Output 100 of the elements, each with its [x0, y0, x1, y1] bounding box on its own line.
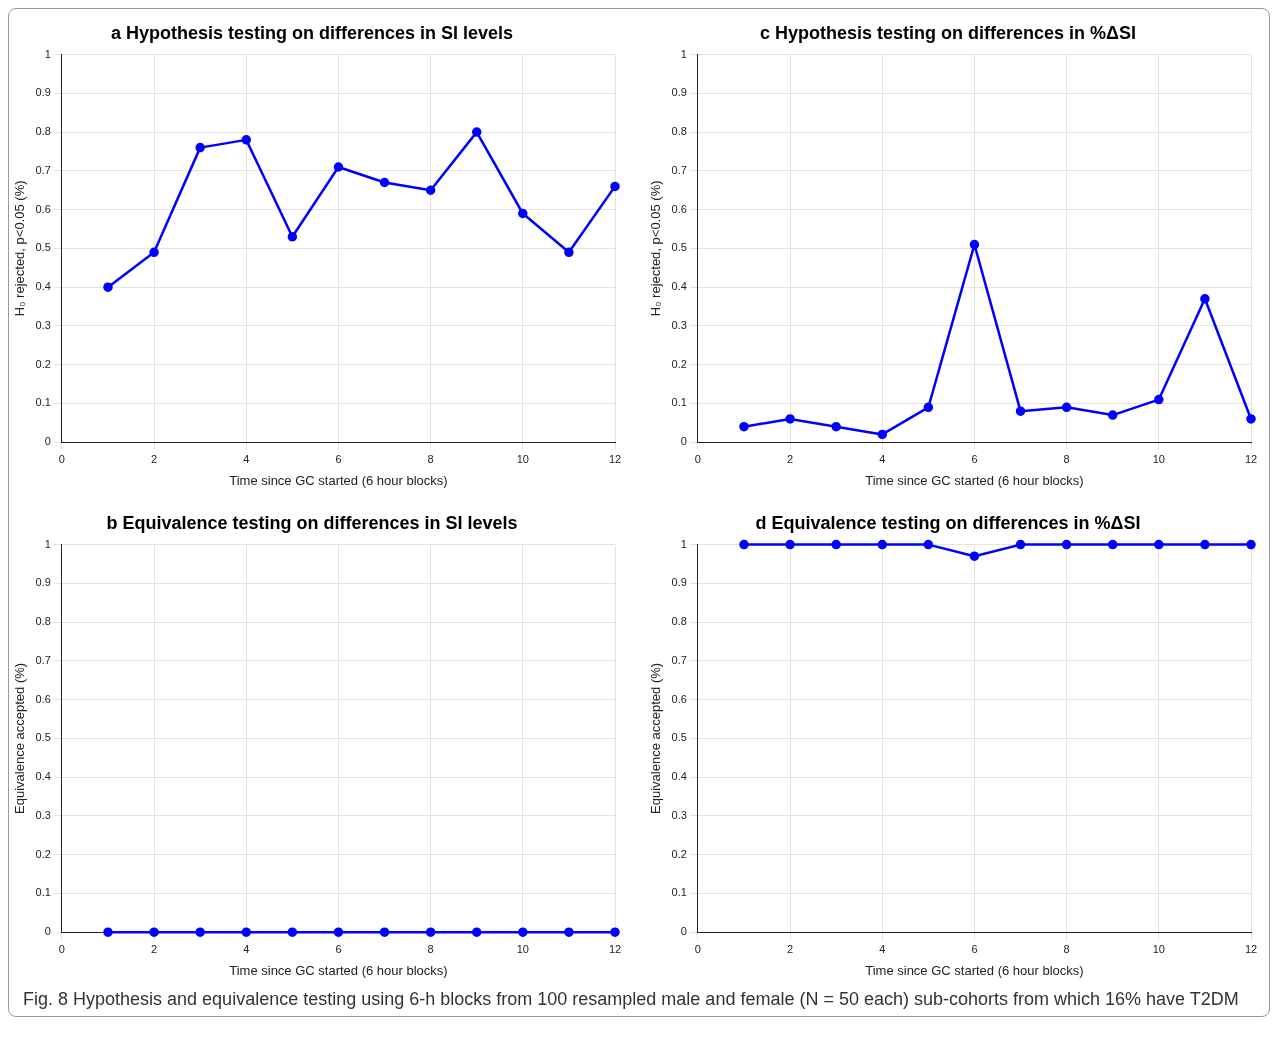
y-tick-label: 0.5 — [35, 731, 51, 744]
x-tick-label: 0 — [694, 942, 701, 955]
y-tick-label: 0.4 — [671, 770, 687, 783]
y-tick-label: 0.7 — [671, 653, 687, 666]
chart-title: a Hypothesis testing on differences in SI levels — [110, 22, 514, 43]
y-tick-label: 0.8 — [671, 615, 687, 628]
x-tick-label: 10 — [516, 452, 529, 465]
y-tick-label: 0.6 — [35, 202, 51, 215]
y-tick-label: 0.7 — [35, 163, 51, 176]
point — [785, 414, 795, 424]
y-tick-label: 0.9 — [35, 86, 51, 99]
y-axis-title: Equivalence accepted (%) — [648, 662, 664, 814]
y-tick-label: 0.6 — [671, 202, 687, 215]
x-tick-label: 2 — [151, 942, 158, 955]
y-tick-label: 0.4 — [35, 770, 51, 783]
y-tick-label: 0.1 — [35, 886, 51, 899]
y-tick-label: 0 — [680, 925, 687, 938]
point — [1107, 410, 1118, 420]
point — [1246, 414, 1256, 424]
point — [425, 185, 436, 196]
point — [195, 142, 205, 153]
y-tick-label: 0.1 — [671, 396, 687, 409]
y-tick-label: 0.2 — [35, 847, 51, 860]
point — [1061, 402, 1072, 413]
point — [287, 232, 298, 242]
x-axis-title: Time since GC started (6 hour blocks) — [865, 962, 1084, 978]
x-tick-label: 2 — [787, 452, 794, 465]
point — [831, 421, 841, 432]
y-tick-label: 0.6 — [671, 692, 687, 705]
x-tick-label: 8 — [1063, 942, 1070, 955]
y-tick-label: 0.5 — [671, 241, 687, 254]
point — [923, 402, 934, 413]
x-axis-title: Time since GC started (6 hour blocks) — [865, 472, 1084, 488]
x-tick-label: 10 — [1152, 942, 1165, 955]
x-tick-label: 10 — [516, 942, 529, 955]
chart-title: d Equivalence testing on differences in %ΔSI — [755, 512, 1141, 533]
x-tick-label: 6 — [971, 942, 978, 955]
y-tick-label: 0.2 — [671, 357, 687, 370]
point — [518, 208, 528, 219]
y-tick-label: 0.5 — [35, 241, 51, 254]
y-axis-title: Equivalence accepted (%) — [12, 662, 28, 814]
x-tick-label: 4 — [879, 452, 886, 465]
y-axis-title: H₀ rejected, p<0.05 (%) — [648, 180, 664, 317]
point — [103, 282, 113, 292]
x-tick-label: 12 — [608, 452, 622, 465]
x-tick-label: 6 — [971, 452, 978, 465]
y-tick-label: 0.7 — [671, 163, 687, 176]
x-tick-label: 4 — [243, 452, 250, 465]
point — [471, 127, 482, 137]
y-tick-label: 1 — [44, 537, 51, 550]
y-tick-label: 0.4 — [35, 280, 51, 293]
point — [1154, 394, 1164, 405]
point — [241, 135, 252, 145]
y-tick-label: 0.4 — [671, 280, 687, 293]
chart-title: c Hypothesis testing on differences in %ΔSI — [759, 22, 1137, 43]
x-tick-label: 4 — [879, 942, 886, 955]
point — [969, 239, 980, 250]
y-tick-label: 0 — [44, 435, 51, 448]
x-tick-label: 2 — [787, 942, 794, 955]
x-tick-label: 8 — [427, 452, 434, 465]
x-tick-label: 0 — [58, 942, 65, 955]
y-tick-label: 0.5 — [671, 731, 687, 744]
x-axis-title: Time since GC started (6 hour blocks) — [229, 472, 448, 488]
x-tick-label: 12 — [608, 942, 622, 955]
point — [1200, 294, 1210, 304]
y-tick-label: 0.2 — [35, 357, 51, 370]
x-tick-label: 10 — [1152, 452, 1165, 465]
x-tick-label: 2 — [151, 452, 158, 465]
y-tick-label: 0 — [680, 435, 687, 448]
y-tick-label: 0.6 — [35, 692, 51, 705]
x-tick-label: 0 — [58, 452, 65, 465]
x-tick-label: 8 — [1063, 452, 1070, 465]
y-tick-label: 0.8 — [35, 125, 51, 138]
y-tick-label: 0.8 — [35, 615, 51, 628]
y-tick-label: 0.3 — [671, 318, 687, 331]
point — [379, 177, 390, 188]
y-tick-label: 0.3 — [35, 808, 51, 821]
point — [1015, 406, 1026, 416]
y-tick-label: 0.9 — [671, 576, 687, 589]
y-tick-label: 1 — [44, 47, 51, 60]
y-tick-label: 0.8 — [671, 125, 687, 138]
y-tick-label: 1 — [680, 537, 687, 550]
y-tick-label: 0.1 — [671, 886, 687, 899]
caption: Fig. 8 Hypothesis and equivalence testing using 6-h blocks from 100 resampled male and female (N = 50 each) sub-cohorts from which 16% have T2DM — [22, 988, 1240, 1010]
y-tick-label: 0.2 — [671, 847, 687, 860]
x-tick-label: 8 — [427, 942, 434, 955]
point — [149, 247, 159, 258]
point — [333, 162, 344, 172]
x-tick-label: 4 — [243, 942, 250, 955]
y-tick-label: 0.1 — [35, 396, 51, 409]
point — [564, 247, 574, 258]
x-tick-label: 6 — [335, 942, 342, 955]
x-tick-label: 12 — [1244, 942, 1258, 955]
point — [739, 421, 749, 432]
y-tick-label: 0 — [44, 925, 51, 938]
y-tick-label: 0.7 — [35, 653, 51, 666]
y-tick-label: 0.3 — [35, 318, 51, 331]
chart-title: b Equivalence testing on differences in SI levels — [106, 512, 518, 533]
y-tick-label: 0.3 — [671, 808, 687, 821]
y-tick-label: 0.9 — [35, 576, 51, 589]
